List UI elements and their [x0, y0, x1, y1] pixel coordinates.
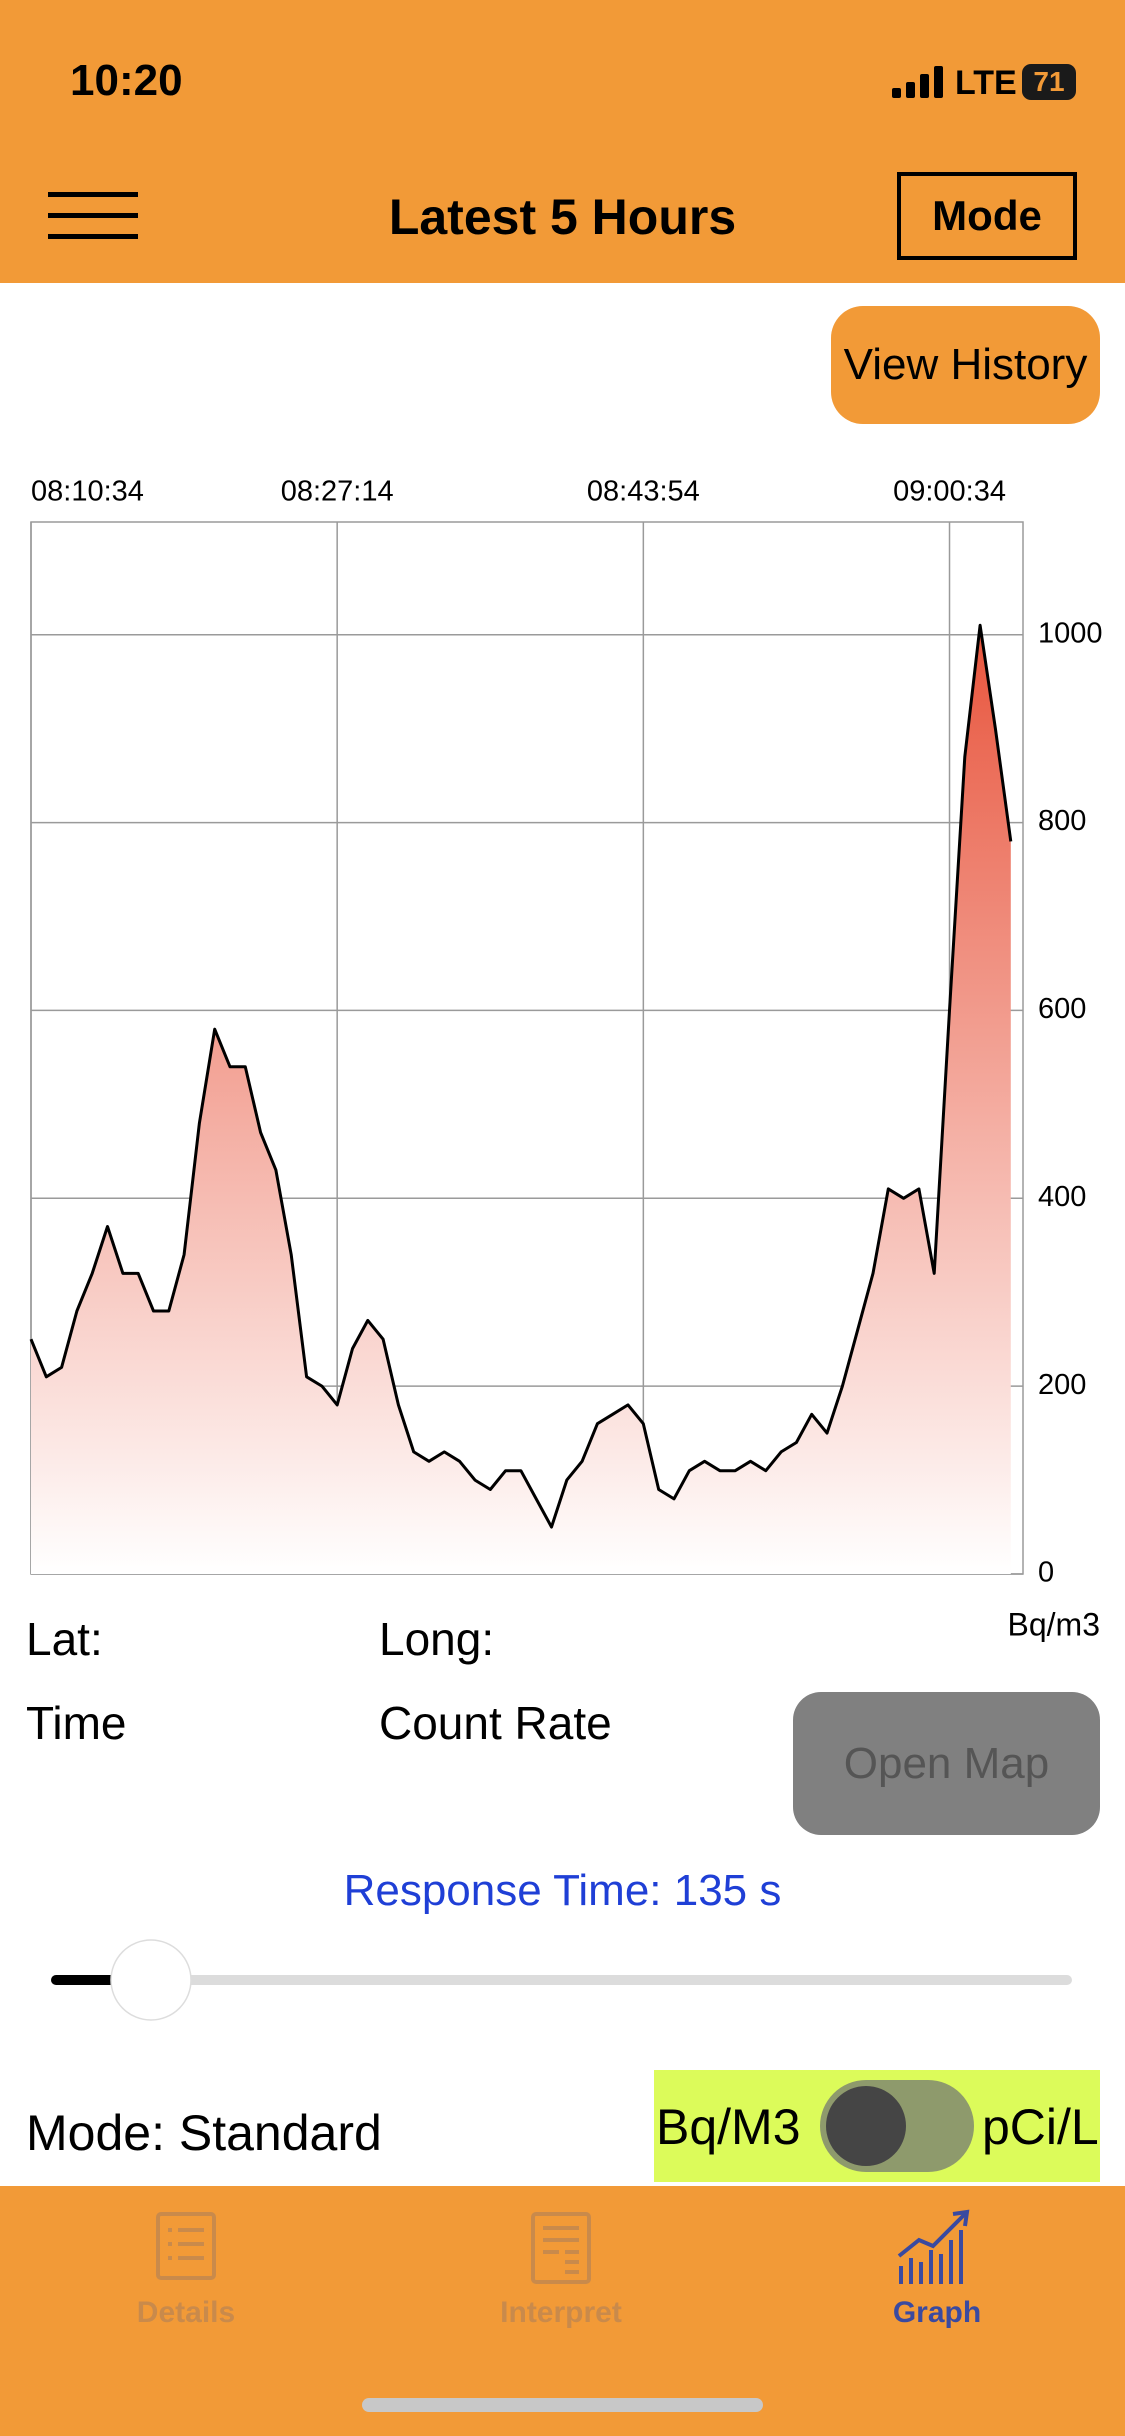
mode-button[interactable]: Mode [897, 172, 1077, 260]
battery: 71 [1022, 64, 1076, 100]
x-tick-label: 09:00:34 [893, 476, 1006, 508]
tab-details[interactable]: Details [56, 2200, 316, 2340]
response-slider[interactable] [40, 1930, 1090, 2030]
tab-interpret[interactable]: Interpret [431, 2200, 691, 2340]
graph-icon [897, 2209, 970, 2284]
open-map-button[interactable]: Open Map [793, 1692, 1100, 1835]
header [0, 0, 1125, 283]
response-time: Response Time: 135 s [343, 1866, 782, 1915]
home-indicator [362, 2398, 763, 2412]
long-label: Long: [379, 1613, 495, 1665]
y-tick-label: 0 [1038, 1557, 1054, 1589]
tab-label: Interpret [500, 2296, 622, 2329]
y-tick-label: 400 [1038, 1181, 1086, 1213]
area [31, 625, 1011, 1574]
count-rate-label: Count Rate [379, 1697, 612, 1749]
signal-icon [892, 66, 943, 98]
tab-graph[interactable]: Graph [807, 2200, 1067, 2340]
y-tick-label: 200 [1038, 1369, 1086, 1401]
y-unit-label: Bq/m3 [1008, 1606, 1100, 1642]
unit-right: pCi/L [982, 2099, 1099, 2155]
lat-label: Lat: [26, 1613, 103, 1665]
network-label: LTE [955, 64, 1017, 102]
menu-button[interactable] [46, 190, 142, 242]
unit-switch[interactable] [818, 2070, 976, 2182]
x-tick-label: 08:10:34 [31, 476, 144, 508]
time-label: Time [26, 1697, 127, 1749]
y-tick-label: 600 [1038, 993, 1086, 1025]
details-icon [156, 2212, 216, 2280]
view-history-button[interactable]: View History [831, 306, 1100, 424]
x-tick-label: 08:43:54 [587, 476, 700, 508]
tab-label: Details [136, 2296, 236, 2329]
unit-left: Bq/M3 [656, 2099, 801, 2155]
line [29, 623, 1013, 1529]
interpret-icon [531, 2212, 591, 2284]
chart: 08:10:34 08:27:14 08:43:54 09:00:34 0 200 400 6… [29, 476, 1103, 1642]
mode-label: Mode: Standard [26, 2105, 382, 2161]
y-tick-label: 1000 [1038, 617, 1103, 649]
y-tick-label: 800 [1038, 805, 1086, 837]
nav-title: Latest 5 Hours [388, 189, 737, 245]
x-tick-label: 08:27:14 [281, 476, 394, 508]
tab-label: Graph [892, 2296, 982, 2329]
status-time: 10:20 [70, 56, 183, 105]
